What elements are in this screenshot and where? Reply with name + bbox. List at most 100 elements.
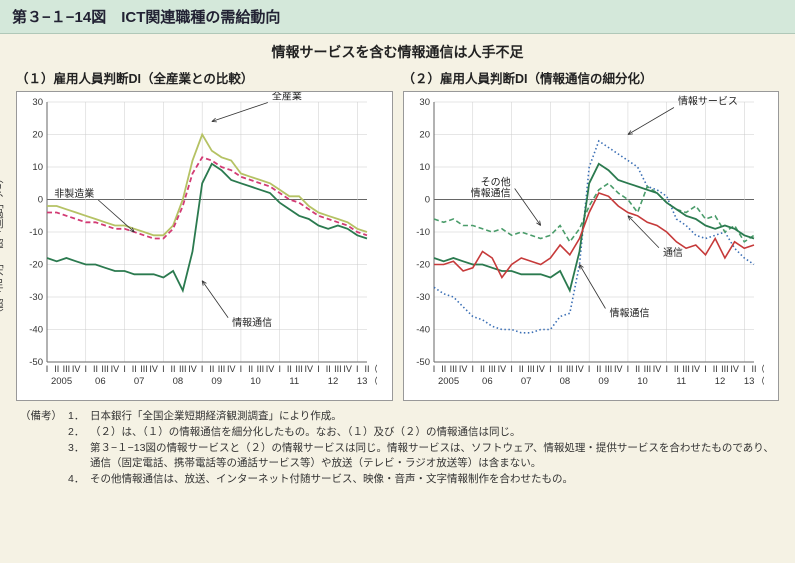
note-text: その他情報通信は、放送、インターネット付随サービス、映像・音声・文字情報制作を合…	[90, 472, 775, 488]
y-tick-label: -30	[29, 292, 43, 303]
year-label: 08	[173, 376, 184, 387]
quarter-label: II	[518, 364, 523, 374]
quarter-label: I	[587, 364, 590, 374]
quarter-label: IV	[536, 364, 545, 374]
y-tick-label: -10	[29, 227, 43, 238]
quarter-label: III	[140, 364, 148, 374]
y-tick-label: 30	[32, 97, 43, 108]
quarter-label: II	[557, 364, 562, 374]
note-line: 4．その他情報通信は、放送、インターネット付随サービス、映像・音声・文字情報制作…	[68, 472, 775, 488]
series-annotation: 情報通信	[232, 316, 272, 329]
year-label: 07	[134, 376, 145, 387]
quarter-label: I	[549, 364, 552, 374]
year-label: 06	[482, 376, 493, 387]
quarter-label: I	[85, 364, 88, 374]
series-annotation: 通信	[662, 247, 682, 259]
x-suffix-year: （年）	[369, 375, 377, 386]
quarter-label: I	[432, 364, 435, 374]
quarter-label: IV	[266, 364, 275, 374]
y-axis-label: （DI、「過剰」超―「不足」超）	[0, 174, 4, 319]
quarter-label: III	[449, 364, 457, 374]
series-annotation: その他情報通信	[470, 176, 510, 200]
series-info_comm	[47, 164, 367, 291]
series-annotation: 非製造業	[54, 187, 94, 200]
quarter-label: I	[317, 364, 320, 374]
quarter-label: I	[510, 364, 513, 374]
y-tick-label: -50	[416, 357, 430, 368]
chart-svg: -50-40-30-20-100102030IIIIIIIV2005IIIIII…	[17, 92, 377, 402]
figure-notes: （備考） 1．日本銀行「全国企業短期経済観測調査」により作成。2．（２）は、（１…	[0, 401, 795, 496]
figure-number-title: 第３−１−14図 ICT関連職種の需給動向	[12, 6, 783, 27]
note-number: 1．	[68, 409, 90, 425]
quarter-label: IV	[458, 364, 467, 374]
figure-subtitle: 情報サービスを含む情報通信は人手不足	[0, 34, 795, 66]
quarter-label: III	[257, 364, 265, 374]
quarter-label: IV	[111, 364, 120, 374]
y-tick-label: -50	[29, 357, 43, 368]
quarter-label: I	[704, 364, 707, 374]
quarter-label: IV	[188, 364, 197, 374]
series-annotation: 全産業	[272, 92, 302, 103]
year-label: 2005	[437, 376, 458, 387]
y-tick-label: 0	[424, 195, 429, 206]
quarter-label: I	[743, 364, 746, 374]
note-text: 第３−１−13図の情報サービスと（２）の情報サービスは同じ。情報サービスは、ソフ…	[90, 441, 775, 473]
note-number: 2．	[68, 425, 90, 441]
annotation-arrow	[202, 281, 228, 318]
quarter-label: II	[479, 364, 484, 374]
chart-1-title: （１）雇用人員判断DI（全産業との比較）	[16, 66, 393, 91]
quarter-label: IV	[149, 364, 158, 374]
quarter-label: III	[565, 364, 573, 374]
chart-2-title: （２）雇用人員判断DI（情報通信の細分化）	[403, 66, 780, 91]
y-tick-label: 10	[32, 162, 43, 173]
y-tick-label: 30	[419, 97, 430, 108]
quarter-label: IV	[305, 364, 314, 374]
series-info_services	[434, 141, 754, 333]
quarter-label: II	[132, 364, 137, 374]
quarter-label: II	[441, 364, 446, 374]
quarter-label: III	[488, 364, 496, 374]
note-number: 3．	[68, 441, 90, 473]
quarter-label: IV	[343, 364, 352, 374]
year-label: 13	[743, 376, 754, 387]
x-suffix-period: （期）	[369, 364, 377, 374]
notes-body: 1．日本銀行「全国企業短期経済観測調査」により作成。2．（２）は、（１）の情報通…	[68, 409, 775, 488]
chart-2-column: （２）雇用人員判断DI（情報通信の細分化） -50-40-30-20-10010…	[403, 66, 780, 401]
note-line: 2．（２）は、（１）の情報通信を細分化したもの。なお、（１）及び（２）の情報通信…	[68, 425, 775, 441]
quarter-label: II	[712, 364, 717, 374]
quarter-label: II	[171, 364, 176, 374]
quarter-label: II	[596, 364, 601, 374]
quarter-label: IV	[691, 364, 700, 374]
annotation-arrow	[514, 189, 540, 226]
quarter-label: II	[54, 364, 59, 374]
year-label: 13	[357, 376, 368, 387]
quarter-label: I	[162, 364, 165, 374]
y-tick-label: -40	[416, 325, 430, 336]
quarter-label: IV	[613, 364, 622, 374]
year-label: 08	[559, 376, 570, 387]
quarter-label: III	[63, 364, 71, 374]
year-label: 09	[598, 376, 609, 387]
charts-row: （１）雇用人員判断DI（全産業との比較） （DI、「過剰」超―「不足」超） -5…	[0, 66, 795, 401]
chart-1-column: （１）雇用人員判断DI（全産業との比較） （DI、「過剰」超―「不足」超） -5…	[16, 66, 393, 401]
quarter-label: III	[604, 364, 612, 374]
quarter-label: III	[101, 364, 109, 374]
quarter-label: III	[527, 364, 535, 374]
quarter-label: III	[721, 364, 729, 374]
year-label: 10	[250, 376, 261, 387]
quarter-label: II	[287, 364, 292, 374]
quarter-label: I	[356, 364, 359, 374]
quarter-label: III	[682, 364, 690, 374]
quarter-label: I	[665, 364, 668, 374]
note-text: 日本銀行「全国企業短期経済観測調査」により作成。	[90, 409, 775, 425]
series-all_industries	[47, 135, 367, 236]
notes-label: （備考）	[20, 409, 68, 488]
series-annotation: 情報サービス	[677, 95, 737, 108]
y-tick-label: 20	[419, 130, 430, 141]
annotation-arrow	[212, 103, 268, 122]
quarter-label: IV	[730, 364, 739, 374]
annotation-arrow	[627, 108, 673, 135]
x-suffix-year: （年）	[756, 375, 764, 386]
y-tick-label: 0	[38, 195, 43, 206]
annotation-arrow	[98, 200, 134, 232]
